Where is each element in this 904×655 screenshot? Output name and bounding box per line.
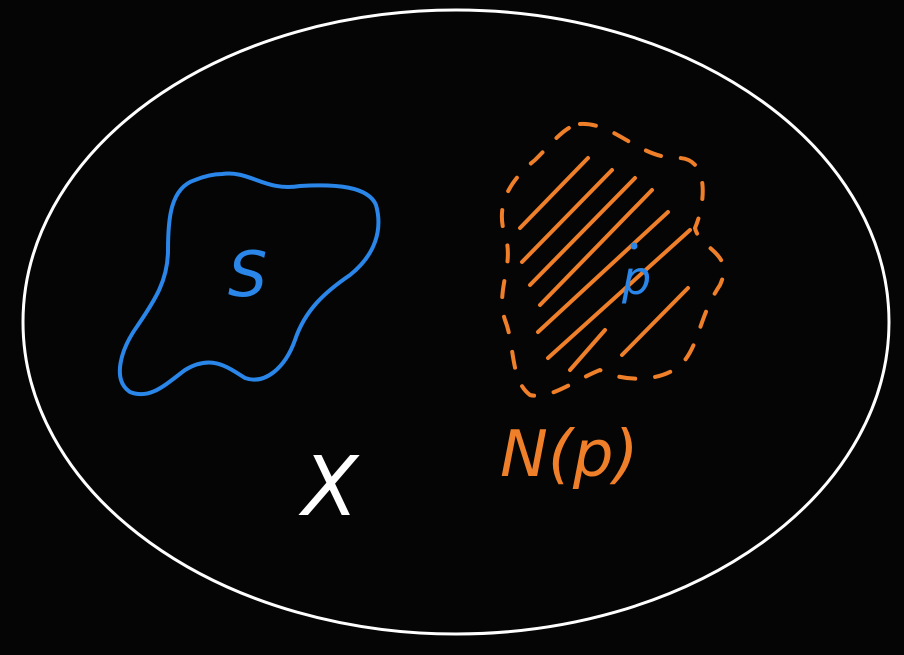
- space-x-label: X: [298, 440, 360, 535]
- hatch-line: [520, 168, 614, 264]
- hatch-line: [528, 176, 637, 287]
- point-p-dot: [630, 242, 638, 250]
- neighborhood-hatching: [518, 156, 692, 372]
- hatch-line: [546, 228, 692, 360]
- set-s-label: S: [228, 238, 267, 311]
- neighborhood-boundary: [499, 121, 726, 398]
- neighborhood-label: N(p): [500, 418, 638, 492]
- hatch-line: [620, 286, 690, 357]
- hatch-line: [518, 156, 590, 230]
- set-s-boundary: [117, 171, 381, 397]
- space-x-boundary: [21, 8, 891, 636]
- hatch-line: [568, 328, 607, 372]
- hatch-line: [536, 210, 670, 334]
- point-p-label: p: [621, 251, 651, 305]
- hatch-line: [538, 188, 654, 307]
